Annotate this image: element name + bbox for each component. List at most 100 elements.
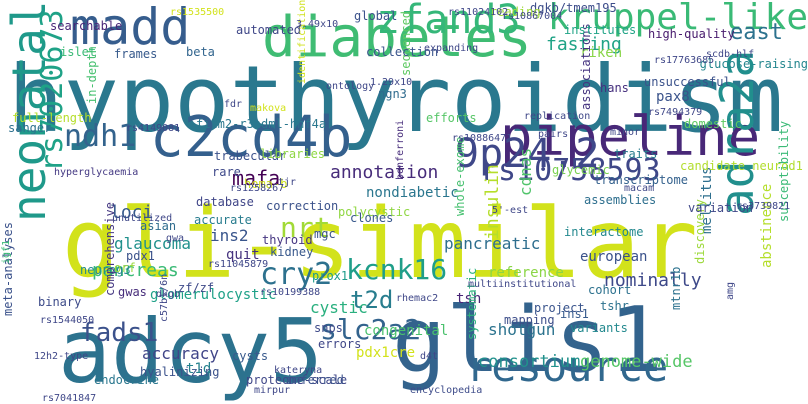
cloud-word: glycemic	[552, 163, 610, 177]
cloud-word: kidney	[270, 245, 314, 259]
cloud-word: tjr	[278, 177, 297, 188]
cloud-word: glaucoma	[114, 234, 192, 253]
cloud-word: pairs	[538, 129, 569, 140]
cloud-word: cdnas	[516, 147, 535, 196]
cloud-word: 12h2-type	[34, 351, 89, 362]
cloud-word: 9p24.2	[455, 131, 600, 177]
cloud-word: multiinstitutional	[468, 279, 577, 290]
cloud-word: zfand3	[376, 0, 521, 43]
cloud-word: madd	[70, 0, 191, 56]
cloud-word: identification	[297, 0, 308, 85]
cloud-word: shotgun	[488, 320, 556, 339]
cloud-word: full-length	[12, 111, 92, 125]
cloud-word: variants	[570, 321, 628, 335]
cloud-word: fdr	[224, 99, 243, 110]
cloud-word: glomerulocystic	[150, 287, 277, 303]
cloud-word: abstinence	[759, 183, 775, 268]
cloud-word: accurate	[194, 213, 252, 227]
cloud-word: replication	[524, 111, 591, 122]
cloud-word: assemblies	[584, 193, 657, 207]
cloud-word: interactome	[564, 225, 644, 239]
cloud-word: rs1544050	[40, 315, 95, 326]
cloud-word: homa-b	[244, 177, 288, 191]
cloud-word: meta-analyses	[1, 222, 15, 316]
cloud-word: rs7020673	[35, 9, 70, 172]
cloud-word: endocrine	[94, 373, 160, 387]
cloud-word: 5'-est	[492, 205, 529, 216]
cloud-word: collection	[366, 45, 439, 59]
cloud-word: trabecular	[214, 149, 287, 163]
cloud-word: cystic	[310, 298, 368, 317]
cloud-word: reading	[490, 5, 541, 19]
cloud-word: diabetes	[262, 5, 532, 70]
cloud-word: frames	[114, 47, 158, 61]
cloud-word: tshr	[600, 299, 629, 313]
cloud-word: hyperglycaemia	[54, 167, 139, 178]
cloud-word: snps	[314, 321, 343, 335]
cloud-word: binary	[38, 295, 82, 309]
cloud-word: nrt	[280, 211, 331, 244]
cloud-word: european	[580, 249, 648, 265]
cloud-word: searchable	[50, 19, 123, 33]
cloud-word: unutilized	[112, 213, 173, 224]
cloud-word: pipeline	[500, 105, 761, 168]
cloud-word: consortium	[478, 352, 581, 372]
cloud-word: rs10758593	[480, 153, 661, 188]
cloud-word: rs10199388	[260, 287, 321, 298]
cloud-word: fitm2-r3hdml-hnf4a	[196, 117, 327, 131]
cloud-word: riken	[580, 45, 623, 61]
cloud-word: beta	[186, 45, 215, 59]
cloud-word: rs3739821	[736, 201, 791, 212]
cloud-word: gwas	[118, 285, 147, 299]
cloud-word: correction	[266, 199, 339, 213]
cloud-word: amg	[725, 281, 736, 300]
cloud-word: libraries	[260, 147, 326, 161]
cloud-word: domestic	[684, 117, 742, 131]
cloud-word: rs11024102	[448, 7, 509, 18]
cloud-word: glucose-raising	[699, 57, 808, 71]
cloud-word: igf1	[1, 239, 12, 264]
cloud-word: hyalinizing	[140, 365, 220, 379]
cloud-word: orf	[114, 261, 136, 275]
cloud-word: fads1	[80, 318, 159, 348]
cloud-word: mafa	[232, 166, 281, 190]
cloud-word: cohort	[588, 283, 632, 297]
cloud-word: pax8	[656, 89, 690, 105]
cloud-word: quit	[226, 247, 260, 263]
cloud-word: rs7494379	[648, 107, 703, 118]
cloud-word: scdb-hlf	[706, 49, 755, 60]
cloud-word: fasting	[546, 34, 622, 55]
cloud-word: rare	[212, 165, 241, 179]
cloud-word: high-quality	[648, 27, 735, 41]
cloud-word: global	[354, 9, 398, 23]
cloud-word: ins1	[560, 307, 589, 321]
cloud-word: transcriptome	[594, 173, 688, 187]
cloud-word: cry2	[260, 257, 333, 292]
cloud-word: gwa	[166, 233, 185, 244]
cloud-word: ins2	[210, 226, 249, 245]
cloud-word: ontology	[326, 81, 375, 92]
cloud-word: sequenced	[399, 10, 413, 76]
cloud-word: asian	[140, 219, 177, 233]
cloud-word: database	[196, 195, 254, 209]
cloud-word: pdx1	[126, 249, 155, 263]
cloud-word: thyroid	[262, 233, 313, 247]
cloud-word: macam	[624, 183, 655, 194]
cloud-word: in-depth	[85, 46, 99, 104]
cloud-word: rs10867004	[502, 11, 563, 22]
cloud-word: hans	[600, 81, 629, 95]
cloud-word: c2cd4b	[150, 105, 353, 170]
cloud-word: bonferroni	[395, 119, 406, 180]
cloud-word: rs7041847	[42, 393, 97, 404]
cloud-word: annotation	[330, 162, 439, 183]
cloud-word: automated	[236, 23, 302, 37]
cloud-word: nondiabetic	[366, 185, 459, 201]
cloud-word: rs1535500	[170, 7, 225, 18]
cloud-word: reference	[488, 265, 564, 281]
cloud-word: resource	[466, 342, 669, 391]
cloud-word: expanding	[424, 43, 479, 54]
cloud-word: neurog3	[80, 263, 131, 277]
cloud-word: d4t	[420, 351, 439, 362]
cloud-word: pancreas	[92, 260, 179, 281]
